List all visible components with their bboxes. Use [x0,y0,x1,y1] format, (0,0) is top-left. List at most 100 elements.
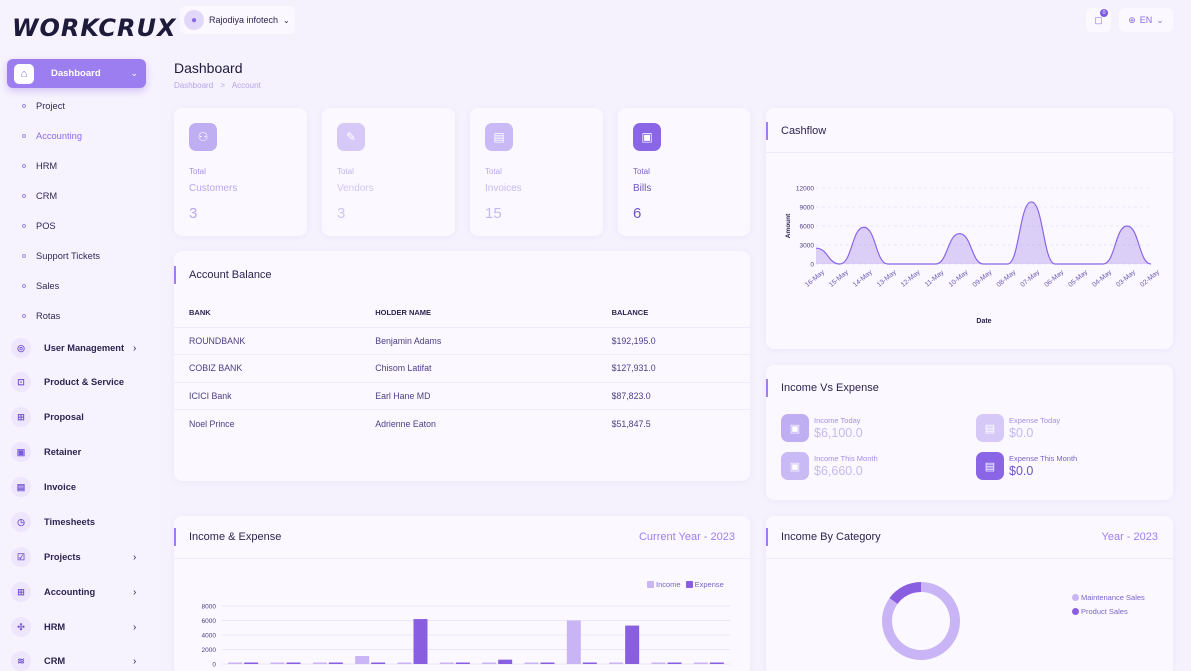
stat-card-invoices[interactable]: ▤ Total Invoices 15 [470,108,603,236]
language-selector[interactable]: ⊕ EN ⌄ [1119,8,1173,32]
cell-holder: Benjamin Adams [325,326,572,355]
brand-logo[interactable]: WORKCRUX [12,14,177,42]
bar-expense [286,662,301,664]
sidebar-subitem-project[interactable]: Project [22,101,65,111]
income-by-category-period[interactable]: Year - 2023 [1101,531,1158,543]
y-tick-label: 6000 [800,224,815,231]
stat-card-vendors[interactable]: ✎ Total Vendors 3 [322,108,455,236]
sidebar-item-product-service[interactable]: ⊡ Product & Service [11,372,124,392]
file-icon: ▤ [976,414,1004,442]
table-row[interactable]: ROUNDBANK Benjamin Adams $192,195.0 [174,326,750,355]
income-month-stat: ▣ Income This Month $6,660.0 [781,452,878,480]
table-row[interactable]: COBIZ BANK Chisom Latifat $127,931.0 [174,354,750,382]
bill-icon: ▣ [633,123,661,151]
legend-swatch-income [647,581,654,588]
breadcrumb-dashboard[interactable]: Dashboard [174,81,214,90]
donut-slice-product-sales [889,582,922,605]
pie-legend-item: Product Sales [1072,607,1128,616]
home-icon: ⌂ [14,63,34,84]
y-tick-label: 9000 [800,205,815,212]
sidebar-item-dashboard[interactable]: ⌂ Dashboard ⌄ [7,59,146,88]
clipboard-icon: ▣ [781,414,809,442]
stat-card-bills[interactable]: ▣ Total Bills 6 [618,108,750,236]
bullet-icon [22,284,26,288]
company-switcher[interactable]: ● Rajodiya infotech ⌄ [180,6,295,34]
stat-value: $6,100.0 [814,426,863,440]
sidebar-subitem-support-tickets[interactable]: Support Tickets [22,251,100,261]
messages-button[interactable]: ▢ 0 [1086,8,1111,32]
x-tick-label: 11-May [924,269,946,289]
sidebar-item-timesheets[interactable]: ◷ Timesheets [11,512,95,532]
chevron-right-icon: › [133,621,137,633]
sidebar-item-proposal[interactable]: ⊞ Proposal [11,407,84,427]
sidebar-subitem-pos[interactable]: POS [22,221,56,231]
x-axis-label: Date [976,318,991,325]
network-icon: ✣ [11,617,31,637]
chevron-right-icon: › [133,551,137,563]
cell-balance: $192,195.0 [571,326,750,355]
cashflow-line [815,201,1152,265]
stat-label: Total [485,167,502,176]
sidebar-subitem-hrm[interactable]: HRM [22,161,57,171]
income-by-category-title: Income By Category [766,528,881,546]
sidebar-item-retainer[interactable]: ▣ Retainer [11,442,81,462]
file-icon: ▤ [485,123,513,151]
bar-expense [328,662,343,664]
y-tick-label: 0 [212,662,216,669]
breadcrumb: Dashboard > Account [174,81,261,90]
bar-expense [371,662,386,664]
file-icon: ▤ [11,477,31,497]
sidebar-item-projects[interactable]: ☑ Projects › [11,547,136,567]
sidebar-item-user-management[interactable]: ◎ User Management › [11,338,136,358]
bar-expense [540,662,555,664]
x-tick-label: 02-May [1139,269,1161,289]
module-label: Proposal [44,412,84,422]
sidebar-item-crm[interactable]: ≋ CRM › [11,651,136,671]
income-today-stat: ▣ Income Today $6,100.0 [781,414,863,442]
legend-label: Maintenance Sales [1081,593,1145,602]
subitem-label: POS [36,221,56,231]
sidebar-subitem-accounting[interactable]: Accounting [22,131,82,141]
cell-bank: ICICI Bank [174,381,326,410]
cell-bank: ROUNDBANK [174,326,326,355]
column-header-balance: BALANCE [611,307,649,317]
donut-slice-maintenance-sales [882,582,960,660]
x-tick-label: 04-May [1091,269,1113,289]
stat-name: Customers [189,183,238,194]
sidebar-item-label: Dashboard [51,68,101,79]
sidebar-subitem-rotas[interactable]: Rotas [22,311,60,321]
sidebar-subitem-sales[interactable]: Sales [22,281,59,291]
cell-holder: Chisom Latifat [325,354,572,382]
sidebar-item-invoice[interactable]: ▤ Invoice [11,477,76,497]
module-label: Retainer [44,447,82,457]
chevron-down-icon: ⌄ [130,68,138,78]
x-tick-label: 03-May [1115,269,1137,289]
bullet-icon [22,314,26,318]
users-icon: ⚇ [189,123,217,151]
module-label: HRM [44,622,66,632]
income-expense-period[interactable]: Current Year - 2023 [638,531,735,543]
breadcrumb-separator: > [220,81,226,90]
stat-value: 3 [189,205,198,222]
bar-expense [625,625,640,664]
sidebar-subitem-crm[interactable]: CRM [22,191,57,201]
stat-card-customers[interactable]: ⚇ Total Customers 3 [174,108,307,236]
file-icon: ▤ [976,452,1004,480]
table-row[interactable]: Noel Prince Adrienne Eaton $51,847.5 [174,409,750,437]
table-row[interactable]: ICICI Bank Earl Hane MD $87,823.0 [174,381,750,410]
y-tick-label: 0 [810,262,814,269]
bar-income [524,662,539,664]
x-tick-label: 12-May [900,269,922,289]
legend-label: Expense [694,580,724,589]
x-tick-label: 10-May [948,269,970,289]
cell-balance: $127,931.0 [571,354,750,382]
bar-expense [498,659,513,664]
bar-income [397,662,412,664]
sidebar-item-hrm[interactable]: ✣ HRM › [11,617,136,637]
layers-icon: ≋ [11,651,31,671]
bullet-icon [22,104,26,108]
bullet-icon [22,194,26,198]
sidebar-item-accounting[interactable]: ⊞ Accounting › [11,582,136,602]
bar-income [355,656,370,664]
check-square-icon: ☑ [11,547,31,567]
